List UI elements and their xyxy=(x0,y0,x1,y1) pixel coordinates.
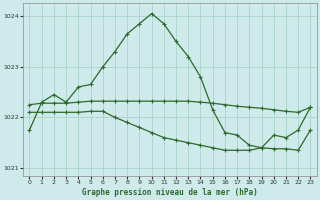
X-axis label: Graphe pression niveau de la mer (hPa): Graphe pression niveau de la mer (hPa) xyxy=(82,188,258,197)
